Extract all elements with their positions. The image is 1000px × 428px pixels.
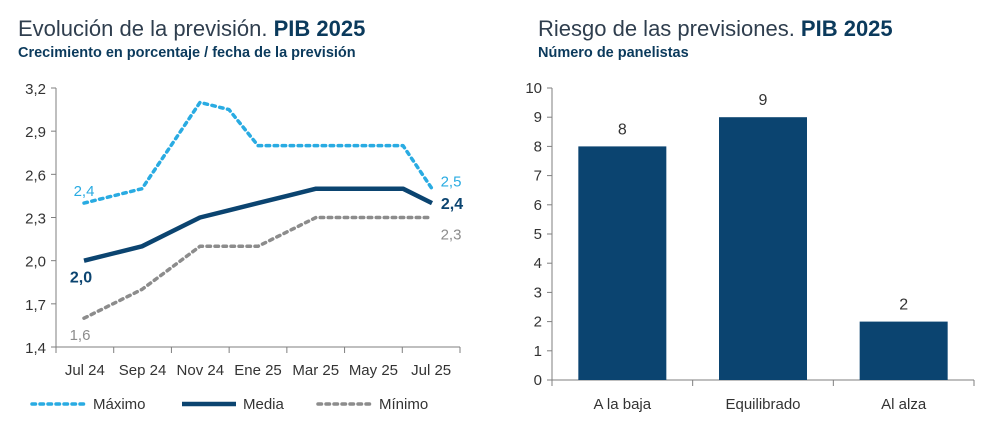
x-tick-label: Mar 25 [292,362,339,379]
series-line-máximo [82,100,434,205]
bar-value-label: 2 [899,297,908,314]
y-tick-label: 2,0 [25,254,46,271]
y-tick-label: 4 [534,255,542,272]
y-tick-label: 1 [534,343,542,360]
right-title-text: Riesgo de las previsiones. [538,16,801,41]
x-category-label: Al alza [881,396,927,413]
max-first-label: 2,4 [74,183,95,200]
left-title-bold: PIB 2025 [273,16,366,41]
y-tick-label: 2,3 [25,211,46,228]
y-tick-label: 2 [534,314,542,331]
legend-label-mínimo: Mínimo [379,396,428,413]
forecast-risk-panel: Riesgo de las previsiones. PIB 2025 Núme… [520,0,1000,428]
y-tick-label: 1,7 [25,297,46,314]
max-last-label: 2,5 [441,174,462,191]
legend-label-media: Media [243,396,285,413]
y-tick-label: 9 [534,109,542,126]
y-tick-label: 1,4 [25,340,46,357]
y-tick-label: 8 [534,138,542,155]
y-tick-label: 3 [534,284,542,301]
x-category-label: A la baja [594,396,652,413]
min-first-label: 1,6 [70,327,91,344]
bar [578,146,667,380]
y-tick-label: 2,6 [25,167,46,184]
line-chart: 1,4 1,7 2,0 2,3 2,6 2,9 3,2 Jul 24 Sep 24 Nov 24 E… [25,81,463,413]
bar [859,321,948,380]
y-tick-label: 0 [534,372,542,389]
right-title-bold: PIB 2025 [800,16,893,41]
min-last-label: 2,3 [441,227,462,244]
bar-value-label: 9 [759,92,768,109]
bar-chart: 0 1 2 3 4 5 6 7 8 9 10 8 A la baja 9 Equilibrado 2 Al al… [525,80,975,413]
series-line-media [83,186,434,263]
y-tick-label: 5 [534,226,542,243]
x-category-label: Equilibrado [725,396,800,413]
y-tick-label: 10 [525,80,542,97]
y-tick-label: 2,9 [25,124,46,141]
x-tick-label: Nov 24 [177,362,225,379]
mean-first-label: 2,0 [70,270,92,287]
x-tick-label: Jul 24 [65,362,105,379]
legend-label-máximo: Máximo [93,396,146,413]
series-line-mínimo [82,215,434,320]
y-tick-label: 7 [534,168,542,185]
bar [719,117,807,380]
x-tick-label: Jul 25 [411,362,451,379]
left-chart-subtitle: Crecimiento en porcentaje / fecha de la … [18,45,356,61]
bar-value-label: 8 [618,121,627,138]
left-chart-title: Evolución de la previsión. PIB 2025 [18,16,365,42]
x-tick-label: Sep 24 [119,362,167,379]
mean-last-label: 2,4 [441,196,463,213]
y-tick-label: 3,2 [25,81,46,98]
x-tick-label: Ene 25 [234,362,282,379]
right-chart-subtitle: Número de panelistas [538,45,689,61]
right-chart-title: Riesgo de las previsiones. PIB 2025 [538,16,893,42]
left-title-text: Evolución de la previsión. [18,16,274,41]
x-tick-label: May 25 [349,362,398,379]
y-tick-label: 6 [534,197,542,214]
forecast-evolution-panel: Evolución de la previsión. PIB 2025 Crec… [0,0,480,428]
